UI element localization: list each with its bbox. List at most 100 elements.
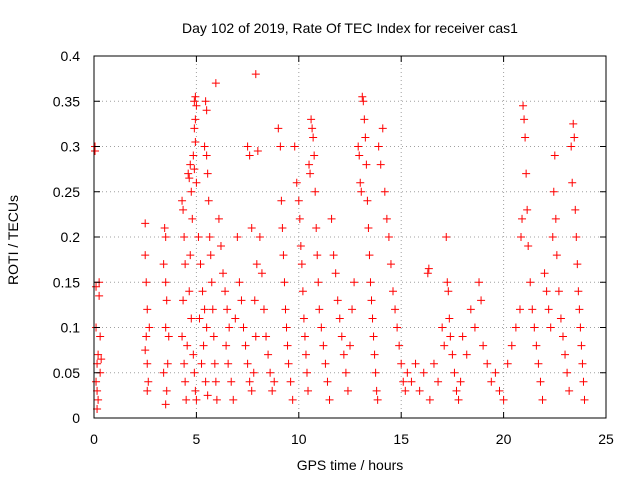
data-point <box>371 368 380 377</box>
data-point <box>354 142 363 151</box>
y-axis-label: ROTI / TECUs <box>5 195 21 285</box>
data-point <box>203 169 212 178</box>
data-point <box>164 332 173 341</box>
data-point <box>252 260 261 269</box>
data-point <box>579 377 588 386</box>
data-point <box>185 174 194 183</box>
data-point <box>195 314 204 323</box>
data-point <box>290 142 299 151</box>
data-point <box>219 269 228 278</box>
data-point <box>268 386 277 395</box>
data-point <box>391 305 400 314</box>
data-point <box>358 92 367 101</box>
data-point <box>243 359 252 368</box>
data-point <box>187 314 196 323</box>
data-point <box>179 296 188 305</box>
data-point <box>243 142 252 151</box>
data-point <box>191 137 200 146</box>
data-point <box>276 142 285 151</box>
data-point <box>142 278 151 287</box>
data-point <box>224 359 233 368</box>
data-point <box>367 296 376 305</box>
data-point <box>341 368 350 377</box>
data-point <box>199 341 208 350</box>
data-point <box>369 332 378 341</box>
data-point <box>550 151 559 160</box>
data-point <box>191 115 200 124</box>
data-point <box>561 350 570 359</box>
data-point <box>454 395 463 404</box>
data-point <box>250 296 259 305</box>
data-point <box>245 151 254 160</box>
data-point <box>203 391 212 400</box>
data-point <box>216 242 225 251</box>
grid-lines <box>94 56 606 418</box>
data-point <box>211 79 220 88</box>
data-point <box>319 341 328 350</box>
data-point <box>306 169 315 178</box>
data-point <box>366 278 375 287</box>
data-point <box>214 214 223 223</box>
data-point <box>574 287 583 296</box>
data-point <box>204 196 213 205</box>
data-point <box>310 151 319 160</box>
data-point <box>360 115 369 124</box>
data-point <box>452 386 461 395</box>
data-point <box>544 305 553 314</box>
data-point <box>331 269 340 278</box>
data-point <box>97 355 106 364</box>
data-point <box>191 386 200 395</box>
data-point <box>359 97 368 106</box>
data-point <box>245 377 254 386</box>
data-point <box>515 305 524 314</box>
y-tick-label: 0.3 <box>61 139 81 155</box>
data-point <box>162 386 171 395</box>
data-point <box>373 395 382 404</box>
data-point <box>567 142 576 151</box>
data-point <box>161 400 170 409</box>
data-point <box>575 305 584 314</box>
data-point <box>329 251 338 260</box>
data-point <box>163 359 172 368</box>
data-point <box>374 142 383 151</box>
data-point <box>534 359 543 368</box>
data-point <box>95 291 104 300</box>
data-point <box>94 350 103 359</box>
data-point <box>423 269 432 278</box>
data-point <box>300 332 309 341</box>
data-point <box>178 332 187 341</box>
data-point <box>186 160 195 169</box>
data-point <box>362 160 371 169</box>
y-tick-label: 0.15 <box>53 274 80 290</box>
data-point <box>295 214 304 223</box>
data-point <box>223 305 232 314</box>
data-point <box>522 169 531 178</box>
data-point <box>190 368 199 377</box>
data-point <box>184 169 193 178</box>
data-point <box>424 264 433 273</box>
data-point <box>187 187 196 196</box>
data-point <box>92 377 101 386</box>
data-point <box>200 305 209 314</box>
data-point <box>548 233 557 241</box>
data-point <box>549 187 558 196</box>
data-point <box>370 350 379 359</box>
data-point <box>526 278 535 287</box>
x-tick-label: 10 <box>291 431 307 447</box>
data-point <box>419 368 428 377</box>
data-point <box>190 124 199 133</box>
data-point <box>159 368 168 377</box>
data-point <box>448 350 457 359</box>
data-point <box>361 133 370 142</box>
y-tick-label: 0.25 <box>53 184 80 200</box>
data-point <box>339 350 348 359</box>
data-point <box>94 395 103 404</box>
data-point <box>196 260 205 269</box>
x-tick-label: 0 <box>90 431 98 447</box>
data-point <box>251 332 260 341</box>
data-point <box>225 323 234 332</box>
data-point <box>180 233 189 241</box>
data-point <box>192 101 201 110</box>
data-point <box>333 296 342 305</box>
data-point <box>251 70 260 79</box>
